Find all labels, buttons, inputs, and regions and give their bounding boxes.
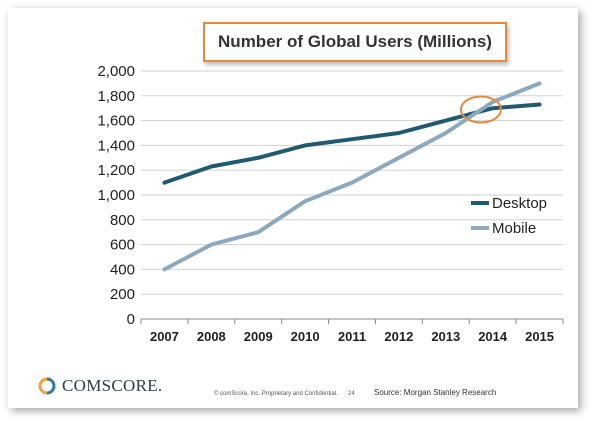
y-tick-label: 1,600 [97, 113, 135, 130]
grid [141, 70, 563, 320]
y-tick-label: 1,200 [97, 162, 135, 179]
x-axis: 2007 2008 2009 2010 2011 2012 2013 2014 2015 [140, 319, 564, 344]
crossover-highlight-circle [459, 95, 502, 124]
series-line-mobile [162, 81, 542, 272]
y-tick-label: 200 [110, 286, 135, 303]
x-tick-label: 2011 [338, 329, 366, 344]
copyright-text: © comScore, Inc. Proprietary and Confide… [214, 391, 338, 397]
y-tick-label: 1,800 [97, 88, 135, 105]
legend-label: Mobile [492, 220, 536, 237]
series-line-desktop [162, 102, 542, 185]
slide: Number of Global Users (Millions) 0 200 40… [8, 8, 578, 408]
x-tick-label: 2013 [431, 329, 460, 344]
x-tick-label: 2009 [244, 329, 273, 344]
x-tick-label: 2015 [525, 329, 554, 344]
x-tick-label: 2008 [197, 329, 226, 344]
source-text: Source: Morgan Stanley Research [374, 388, 497, 397]
line-chart: 0 200 400 600 800 1,000 1,200 1,400 1,600 1,800 2,… [97, 63, 564, 344]
y-tick-label: 600 [110, 237, 135, 254]
comscore-logo-icon [38, 377, 56, 395]
legend-label: Desktop [492, 195, 547, 212]
comscore-logo-text: COMSCORE. [62, 376, 163, 395]
y-tick-label: 1,000 [97, 187, 135, 204]
x-tick-label: 2007 [150, 329, 179, 344]
x-tick-label: 2010 [291, 329, 320, 344]
chart-title: Number of Global Users (Millions) [203, 22, 507, 62]
comscore-logo: COMSCORE. [38, 376, 162, 396]
page-number: 24 [348, 391, 355, 397]
y-tick-label: 0 [127, 311, 135, 328]
x-tick-label: 2012 [384, 329, 413, 344]
series-lines [162, 81, 542, 272]
y-tick-label: 800 [110, 212, 135, 229]
y-tick-label: 2,000 [97, 63, 135, 80]
legend: Desktop Mobile [471, 195, 547, 237]
y-tick-label: 400 [110, 261, 135, 278]
y-tick-label: 1,400 [97, 137, 135, 154]
y-axis: 0 200 400 600 800 1,000 1,200 1,400 1,600 1,800 2,… [97, 63, 135, 328]
x-tick-label: 2014 [478, 329, 508, 344]
